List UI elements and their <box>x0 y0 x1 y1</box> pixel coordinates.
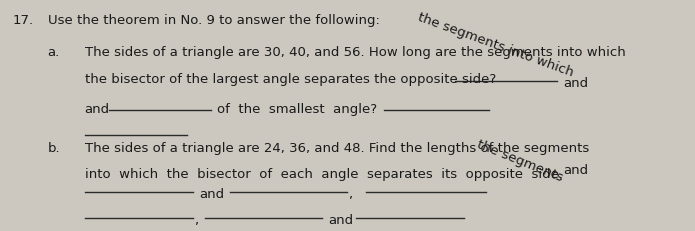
Text: into  which  the  bisector  of  each  angle  separates  its  opposite  side.: into which the bisector of each angle se… <box>85 168 563 181</box>
Text: Use the theorem in No. 9 to answer the following:: Use the theorem in No. 9 to answer the f… <box>48 13 379 26</box>
Text: and: and <box>85 103 110 116</box>
Text: a.: a. <box>48 46 60 59</box>
Text: the segments: the segments <box>475 137 565 184</box>
Text: the bisector of the largest angle separates the opposite side?: the bisector of the largest angle separa… <box>85 73 496 86</box>
Text: of  the  smallest  angle?: of the smallest angle? <box>218 103 377 116</box>
Text: The sides of a triangle are 24, 36, and 48. Find the lengths of the segments: The sides of a triangle are 24, 36, and … <box>85 142 589 155</box>
Text: and: and <box>199 187 224 201</box>
Text: 17.: 17. <box>13 13 33 26</box>
Text: ,: , <box>194 213 198 226</box>
Text: ,: , <box>348 187 352 201</box>
Text: b.: b. <box>48 142 60 155</box>
Text: and: and <box>563 163 589 176</box>
Text: the segments into which: the segments into which <box>416 11 575 79</box>
Text: The sides of a triangle are 30, 40, and 56. How long are the segments into which: The sides of a triangle are 30, 40, and … <box>85 46 626 59</box>
Text: and: and <box>329 213 354 226</box>
Text: and: and <box>563 76 589 89</box>
